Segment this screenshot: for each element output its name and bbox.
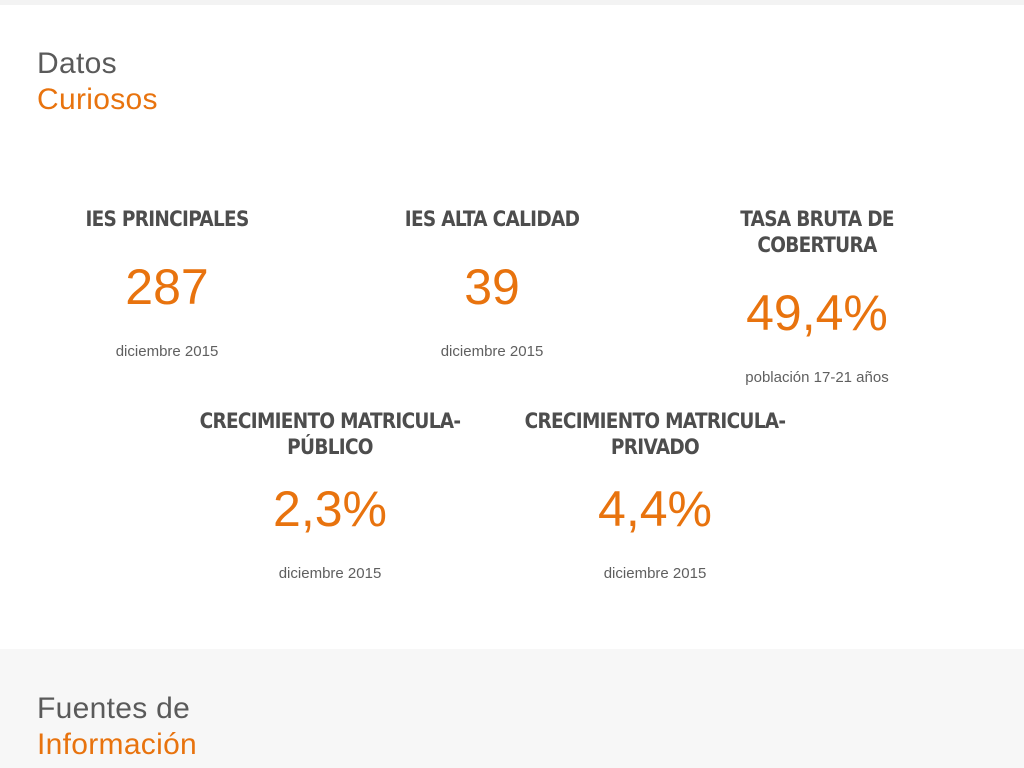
stat-label-line-2: PRIVADO xyxy=(610,435,700,459)
stat-label-line-1: CRECIMIENTO MATRICULA- xyxy=(524,409,786,433)
stat-ies-alta-calidad: IES ALTA CALIDAD 39 diciembre 2015 xyxy=(342,206,642,362)
stat-label: IES PRINCIPALES xyxy=(85,207,249,231)
stat-value: 49,4% xyxy=(746,285,888,341)
heading-line-1: Fuentes de xyxy=(37,692,191,725)
fuentes-section xyxy=(0,649,1024,768)
stat-label: IES ALTA CALIDAD xyxy=(404,207,580,231)
stat-tasa-bruta-cobertura: TASA BRUTA DE COBERTURA 49,4% población … xyxy=(667,206,967,388)
stat-value: 4,4% xyxy=(598,481,712,537)
stat-crecimiento-privado: CRECIMIENTO MATRICULA- PRIVADO 4,4% dici… xyxy=(505,408,805,584)
stat-value: 39 xyxy=(464,259,520,315)
datos-curiosos-heading: Datos Curiosos xyxy=(37,46,158,118)
stat-label-line-1: CRECIMIENTO MATRICULA- xyxy=(199,409,461,433)
heading-line-1: Datos xyxy=(37,47,117,80)
stat-label: CRECIMIENTO MATRICULA- PÚBLICO xyxy=(198,408,462,460)
stat-value: 2,3% xyxy=(273,481,387,537)
stat-label-line-2: PÚBLICO xyxy=(287,435,373,459)
stat-note: diciembre 2015 xyxy=(440,343,544,360)
stat-note: población 17-21 años xyxy=(745,369,889,386)
stat-label: TASA BRUTA DE COBERTURA xyxy=(740,207,894,257)
top-bar xyxy=(0,0,1024,5)
stat-value: 287 xyxy=(125,259,209,315)
stat-ies-principales: IES PRINCIPALES 287 diciembre 2015 xyxy=(17,206,317,362)
stat-label: CRECIMIENTO MATRICULA- PRIVADO xyxy=(523,408,787,460)
stat-note: diciembre 2015 xyxy=(115,343,219,360)
heading-line-2: Curiosos xyxy=(37,83,158,116)
stat-note: diciembre 2015 xyxy=(603,565,707,582)
stat-crecimiento-publico: CRECIMIENTO MATRICULA- PÚBLICO 2,3% dici… xyxy=(180,408,480,584)
stat-note: diciembre 2015 xyxy=(278,565,382,582)
fuentes-informacion-heading: Fuentes de Información xyxy=(37,691,197,763)
heading-line-2: Información xyxy=(37,728,198,761)
